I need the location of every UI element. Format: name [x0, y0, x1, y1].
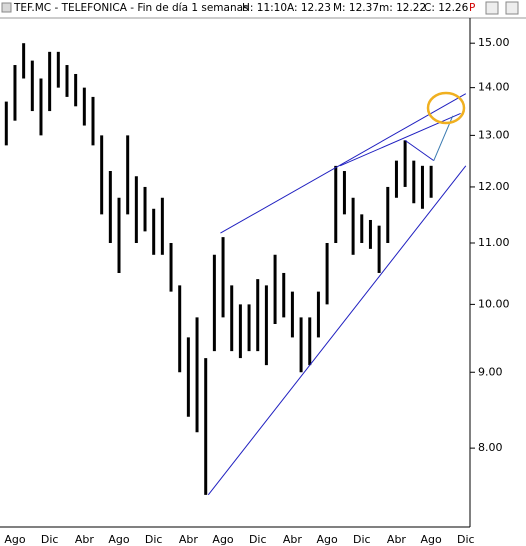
x-tick-label: Dic [41, 533, 59, 546]
y-tick-label: 12.00 [478, 180, 510, 193]
y-tick-label: 8.00 [478, 441, 503, 454]
x-tick-label: Ago [421, 533, 443, 546]
x-tick-label: Abr [179, 533, 199, 546]
y-tick-label: 15.00 [478, 36, 510, 49]
chart-title: TEF.MC - TELEFONICA - Fin de día 1 seman… [13, 2, 249, 14]
y-tick-label: 14.00 [478, 81, 510, 94]
flag: P [469, 2, 475, 14]
x-tick-label: Ago [316, 533, 338, 546]
x-tick-label: Ago [4, 533, 26, 546]
trendline [207, 165, 467, 496]
x-tick-label: Ago [108, 533, 130, 546]
y-tick-label: 9.00 [478, 365, 503, 378]
x-tick-label: Abr [283, 533, 303, 546]
window-button[interactable] [505, 1, 519, 15]
y-tick-label: 10.00 [478, 297, 510, 310]
header-field: M: 12.37 [333, 2, 379, 14]
menu-icon[interactable] [1, 2, 12, 13]
header-field: A: 12.23 [287, 2, 331, 14]
x-tick-label: Dic [353, 533, 371, 546]
y-tick-label: 13.00 [478, 128, 510, 141]
header-field: m: 12.22 [379, 2, 426, 14]
x-tick-label: Dic [145, 533, 163, 546]
x-tick-label: Abr [75, 533, 95, 546]
x-tick-label: Abr [387, 533, 407, 546]
header-field: H: 11:10 [242, 2, 287, 14]
x-tick-label: Dic [457, 533, 475, 546]
highlight-circle [426, 91, 466, 125]
window-button[interactable] [485, 1, 499, 15]
trendline [220, 93, 467, 234]
x-tick-label: Ago [212, 533, 234, 546]
trendline [404, 139, 435, 162]
y-tick-label: 11.00 [478, 236, 510, 249]
x-tick-label: Dic [249, 533, 267, 546]
header-field: C: 12.26 [424, 2, 469, 14]
